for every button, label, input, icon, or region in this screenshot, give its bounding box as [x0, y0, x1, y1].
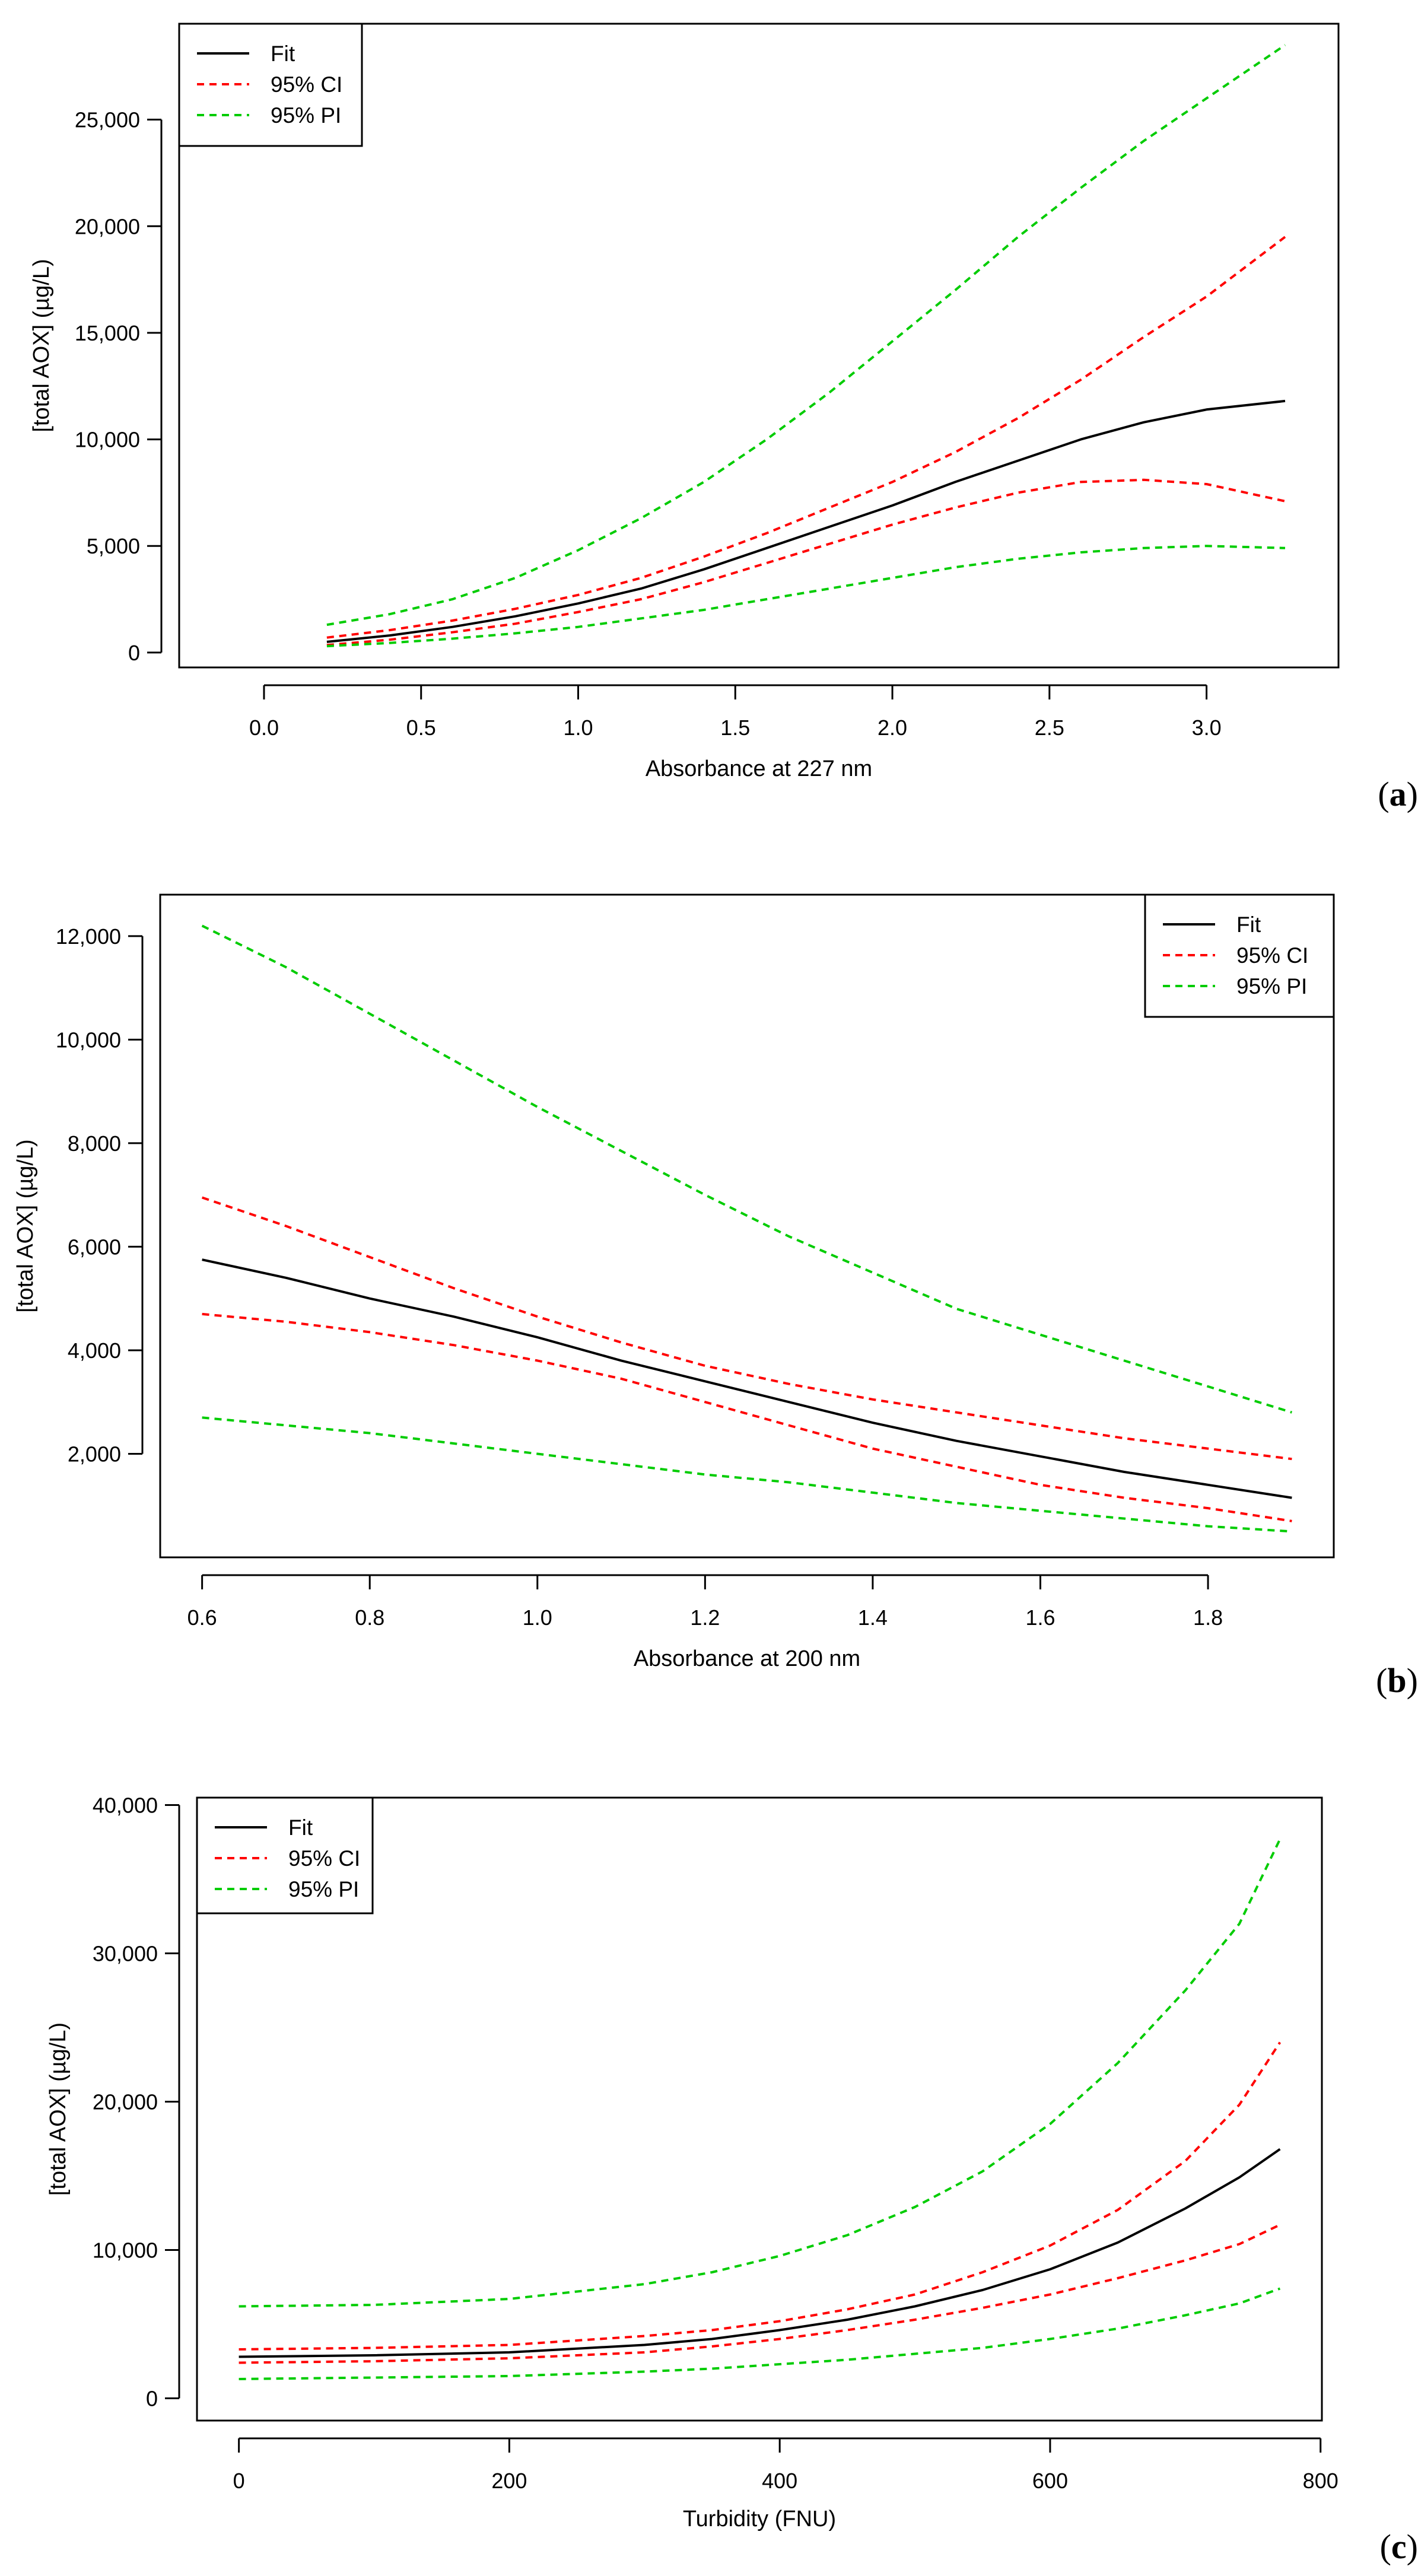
series-95-ci-line-1	[201, 1196, 1292, 1461]
x-tick-label: 800	[1303, 2469, 1338, 2493]
y-axis-title: [total AOX] (µg/L)	[13, 1139, 38, 1312]
series-95-ci-line-2	[239, 2224, 1281, 2364]
x-axis-title: Absorbance at 200 nm	[634, 1646, 860, 1671]
x-tick-label: 600	[1032, 2469, 1068, 2493]
x-tick-label: 1.8	[1193, 1605, 1223, 1630]
series-95-ci-line-1	[239, 2041, 1282, 2351]
legend-label: 95% PI	[271, 103, 341, 128]
plot-frame	[159, 893, 1335, 1559]
y-tick-label: 0	[128, 641, 140, 665]
legend: Fit 95% CI 95% PI	[178, 23, 363, 147]
x-tick-label: 400	[762, 2469, 797, 2493]
legend: Fit 95% CI 95% PI	[1144, 893, 1335, 1018]
legend-label: Fit	[1236, 912, 1261, 937]
series-fit-line-0	[326, 399, 1286, 643]
y-axis-title: [total AOX] (µg/L)	[29, 259, 54, 432]
x-tick-label: 1.0	[523, 1605, 552, 1630]
x-tick-label: 3.0	[1192, 715, 1222, 740]
y-tick-label: 10,000	[93, 2238, 158, 2263]
legend-label: 95% CI	[271, 72, 342, 97]
x-tick-label: 0.0	[249, 715, 279, 740]
plot-frame	[196, 1796, 1323, 2422]
series-95-pi-line-4	[239, 2287, 1281, 2380]
legend: Fit 95% CI 95% PI	[196, 1796, 374, 1914]
panel-tag-a: (a)	[1378, 775, 1418, 813]
y-tick-label: 20,000	[75, 214, 140, 238]
y-tick-label: 10,000	[75, 428, 140, 452]
series-95-pi-line-3	[201, 924, 1292, 1414]
chart-panel-b: 0.6 0.8 1.0 1.2 1.4 1.6 1.8 2,000 4,000 6,000 8,00…	[13, 893, 1418, 1700]
legend-label: 95% PI	[1236, 974, 1307, 998]
series-95-ci-line-1	[326, 236, 1286, 639]
legend-label: 95% CI	[1236, 943, 1308, 968]
y-tick-label: 15,000	[75, 321, 140, 345]
legend-label: 95% PI	[288, 1877, 359, 1901]
y-tick-label: 20,000	[93, 2090, 158, 2114]
series-95-pi-line-3	[239, 1839, 1282, 2308]
y-tick-label: 40,000	[93, 1793, 158, 1818]
y-tick-label: 0	[146, 2387, 158, 2411]
series-95-pi-line-4	[202, 1416, 1292, 1533]
x-tick-label: 2.0	[877, 715, 907, 740]
y-tick-label: 10,000	[56, 1028, 121, 1052]
series-fit-line-0	[239, 2148, 1281, 2358]
plot-frame	[178, 23, 1340, 669]
y-tick-label: 4,000	[68, 1338, 121, 1363]
legend-label: Fit	[288, 1815, 313, 1840]
panel-tag-c: (c)	[1380, 2527, 1418, 2566]
x-tick-label: 0.5	[406, 715, 436, 740]
legend-box	[196, 1796, 374, 1914]
panel-tag-b: (b)	[1376, 1661, 1418, 1700]
legend-label: 95% CI	[288, 1846, 360, 1871]
series-95-pi-line-3	[326, 44, 1286, 626]
series-95-ci-line-2	[202, 1312, 1292, 1522]
x-tick-label: 1.6	[1025, 1605, 1055, 1630]
x-tick-label: 1.5	[720, 715, 750, 740]
series-fit-line-0	[202, 1258, 1292, 1499]
y-tick-label: 12,000	[56, 924, 121, 949]
x-tick-label: 0.6	[187, 1605, 217, 1630]
x-tick-label: 1.4	[858, 1605, 888, 1630]
chart-panel-a: 0.0 0.5 1.0 1.5 2.0 2.5 3.0 0 5,000 10,000 15,000 2…	[29, 23, 1418, 813]
x-tick-label: 1.0	[563, 715, 593, 740]
y-tick-label: 25,000	[75, 108, 140, 132]
y-tick-label: 30,000	[93, 1942, 158, 1966]
y-tick-label: 6,000	[68, 1235, 121, 1259]
legend-label: Fit	[271, 42, 295, 66]
series-95-pi-line-4	[326, 545, 1286, 648]
y-tick-label: 5,000	[87, 534, 140, 558]
series-95-ci-line-2	[326, 478, 1286, 647]
x-tick-label: 0	[233, 2469, 245, 2493]
x-tick-label: 200	[491, 2469, 527, 2493]
x-tick-label: 1.2	[690, 1605, 720, 1630]
chart-panel-c: 0 200 400 600 800 0 10,000 20,000 30,000 40,000 Tu…	[46, 1793, 1418, 2567]
y-axis-title: [total AOX] (µg/L)	[46, 2022, 71, 2196]
y-tick-label: 8,000	[68, 1131, 121, 1156]
x-tick-label: 2.5	[1035, 715, 1064, 740]
x-tick-label: 0.8	[355, 1605, 384, 1630]
x-axis-title: Turbidity (FNU)	[683, 2507, 836, 2532]
y-tick-label: 2,000	[68, 1442, 121, 1466]
x-axis-title: Absorbance at 227 nm	[646, 756, 872, 781]
